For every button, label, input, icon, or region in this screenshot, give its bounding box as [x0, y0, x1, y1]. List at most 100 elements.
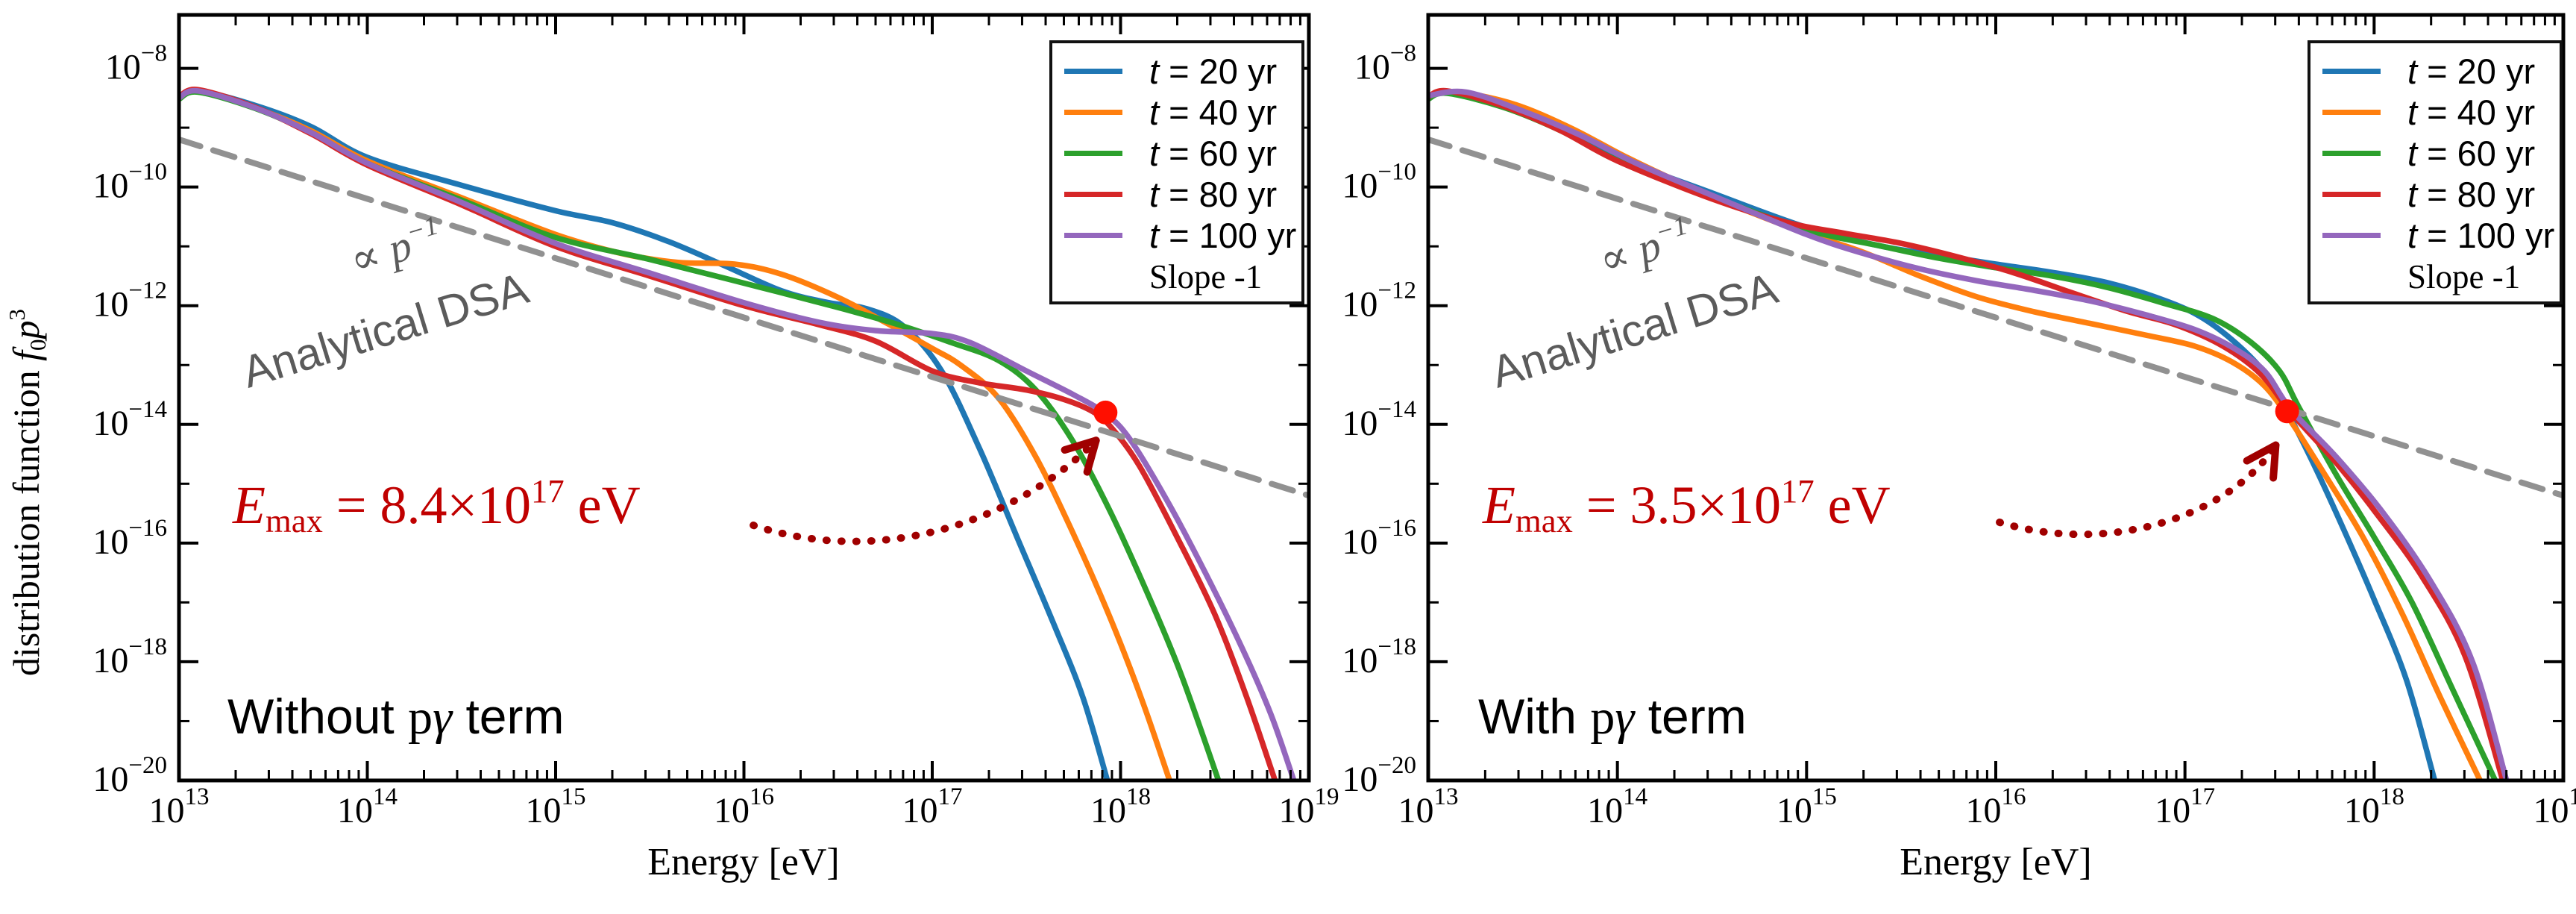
legend-line-sample [2322, 151, 2381, 156]
emax-arrow [750, 436, 1100, 545]
emax-value: 8.4×10 [380, 475, 532, 535]
x-axis-title-left: Energy [eV] [647, 841, 840, 883]
x-tick-label: 1019 [1279, 783, 1339, 830]
y-axis-title: distribution function f0p3 [4, 45, 52, 914]
x-tick-label: 1017 [902, 783, 963, 830]
caption-p: p [1590, 690, 1615, 745]
emax-eq: = [1572, 475, 1630, 535]
legend-label: t = 100 yr [1149, 216, 1297, 255]
legend-t-symbol: t [2407, 216, 2418, 255]
caption-gamma: γ [1615, 690, 1635, 745]
x-tick-label: 1019 [2533, 783, 2576, 830]
emax-unit: eV [1814, 475, 1891, 535]
y-tick-label: 10−16 [1342, 515, 1416, 562]
emax-arrow-head [1083, 436, 1100, 476]
y-tick-label: 10−14 [92, 396, 167, 443]
x-tick-label: 1014 [337, 783, 398, 830]
y-tick-label: 10−12 [1342, 278, 1416, 325]
y-axis-p-symbol: p [5, 320, 47, 339]
y-tick-label: 10−20 [92, 752, 167, 799]
legend-line-sample [2322, 233, 2381, 238]
legend-t-symbol: t [2407, 175, 2418, 214]
series-curve-t-100-yr [180, 87, 1297, 779]
emax-arrow-head [2243, 441, 2280, 465]
legend-label: Slope -1 [2407, 257, 2521, 295]
legend-row: t = 20 yr [2310, 51, 2560, 92]
emax-annotation-left: Emax = 8.4×1017 eV [233, 472, 641, 540]
legend-row: t = 40 yr [2310, 92, 2560, 133]
emax-sub: max [265, 502, 323, 540]
emax-eq: = [322, 475, 380, 535]
x-tick-label: 1015 [526, 783, 586, 830]
legend-line-sample [2322, 110, 2381, 115]
series-curve-t-80-yr [1430, 87, 2506, 779]
series-curve-t-100-yr [1430, 88, 2510, 779]
legend-line-sample [1064, 192, 1122, 197]
y-tick-label: 10−20 [1342, 752, 1416, 799]
legend-t-symbol: t [1149, 93, 1160, 132]
legend-label: Slope -1 [1149, 257, 1263, 295]
legend-t-symbol: t [1149, 134, 1160, 173]
x-tick-label: 1016 [714, 783, 774, 830]
legend-dashed-line-sample [1064, 274, 1122, 280]
legend-row: t = 20 yr [1052, 51, 1301, 92]
legend-right: t = 20 yr t = 40 yr t = 60 yr t = 80 yr t = … [2308, 40, 2563, 304]
caption-p: p [408, 690, 433, 745]
legend-t-symbol: t [1149, 51, 1160, 91]
emax-E: E [1483, 475, 1515, 535]
series-curve-t-20-yr [1430, 89, 2437, 779]
y-tick-label: 10−14 [1342, 396, 1416, 443]
legend-row: Slope -1 [1052, 256, 1301, 297]
panel-caption-right: With pγ term [1478, 688, 1747, 746]
legend-label: t = 100 yr [2407, 216, 2555, 255]
legend-line-sample [2322, 192, 2381, 197]
legend-line-sample [1064, 233, 1122, 238]
y-tick-label: 10−8 [1354, 40, 1416, 87]
legend-t-symbol: t [2407, 93, 2418, 132]
legend-label: t = 80 yr [2407, 175, 2536, 214]
y-tick-label: 10−18 [92, 633, 167, 680]
emax-marker [1093, 400, 1118, 425]
legend-label: t = 60 yr [1149, 134, 1278, 173]
x-tick-label: 1014 [1587, 783, 1647, 830]
emax-value: 3.5×10 [1630, 475, 1782, 535]
caption-text: With [1478, 689, 1591, 744]
series-curve-t-40-yr [180, 87, 1172, 779]
emax-arrow-head [1061, 436, 1100, 454]
legend-row: t = 40 yr [1052, 92, 1301, 133]
legend-t-symbol: t [2407, 51, 2418, 91]
x-tick-label: 1013 [1398, 783, 1459, 830]
y-tick-label: 10−10 [92, 159, 167, 206]
y-tick-label: 10−18 [1342, 633, 1416, 680]
legend-row: t = 60 yr [1052, 133, 1301, 174]
x-tick-label: 1017 [2155, 783, 2215, 830]
series-curve-t-20-yr [180, 87, 1110, 779]
legend-label: t = 40 yr [2407, 93, 2536, 132]
legend-line-sample [1064, 69, 1122, 74]
legend-label: t = 20 yr [1149, 51, 1278, 91]
caption-gamma: γ [433, 690, 453, 745]
legend-label: t = 20 yr [2407, 51, 2536, 91]
emax-sub: max [1515, 502, 1573, 540]
curves-group [180, 87, 1307, 779]
slope-minus-1-line [1430, 137, 2562, 498]
emax-exp: 17 [1781, 472, 1815, 510]
legend-row: t = 60 yr [2310, 133, 2560, 174]
x-tick-label: 1015 [1777, 783, 1837, 830]
x-tick-label: 1016 [1966, 783, 2026, 830]
caption-text-post: term [452, 689, 565, 744]
caption-text: Without [227, 689, 409, 744]
y-tick-label: 10−16 [92, 515, 167, 562]
emax-annotation-right: Emax = 3.5×1017 eV [1483, 472, 1891, 540]
panel-right: 1013 1014 1015 1016 1017 1018 1019 10−8 10−10 10−… [1342, 13, 2576, 830]
legend-label: t = 40 yr [1149, 93, 1278, 132]
curves-group [1430, 87, 2562, 779]
legend-row: t = 100 yr [2310, 215, 2560, 256]
panel-left: 1013 1014 1015 1016 1017 1018 1019 10−8 10−10 10−… [92, 13, 1339, 830]
legend-row: Slope -1 [2310, 256, 2560, 297]
legend-line-sample [1064, 151, 1122, 156]
slope-minus-1-line [180, 137, 1307, 498]
legend-t-symbol: t [1149, 216, 1160, 255]
y-axis-p-exponent: 3 [3, 308, 30, 321]
